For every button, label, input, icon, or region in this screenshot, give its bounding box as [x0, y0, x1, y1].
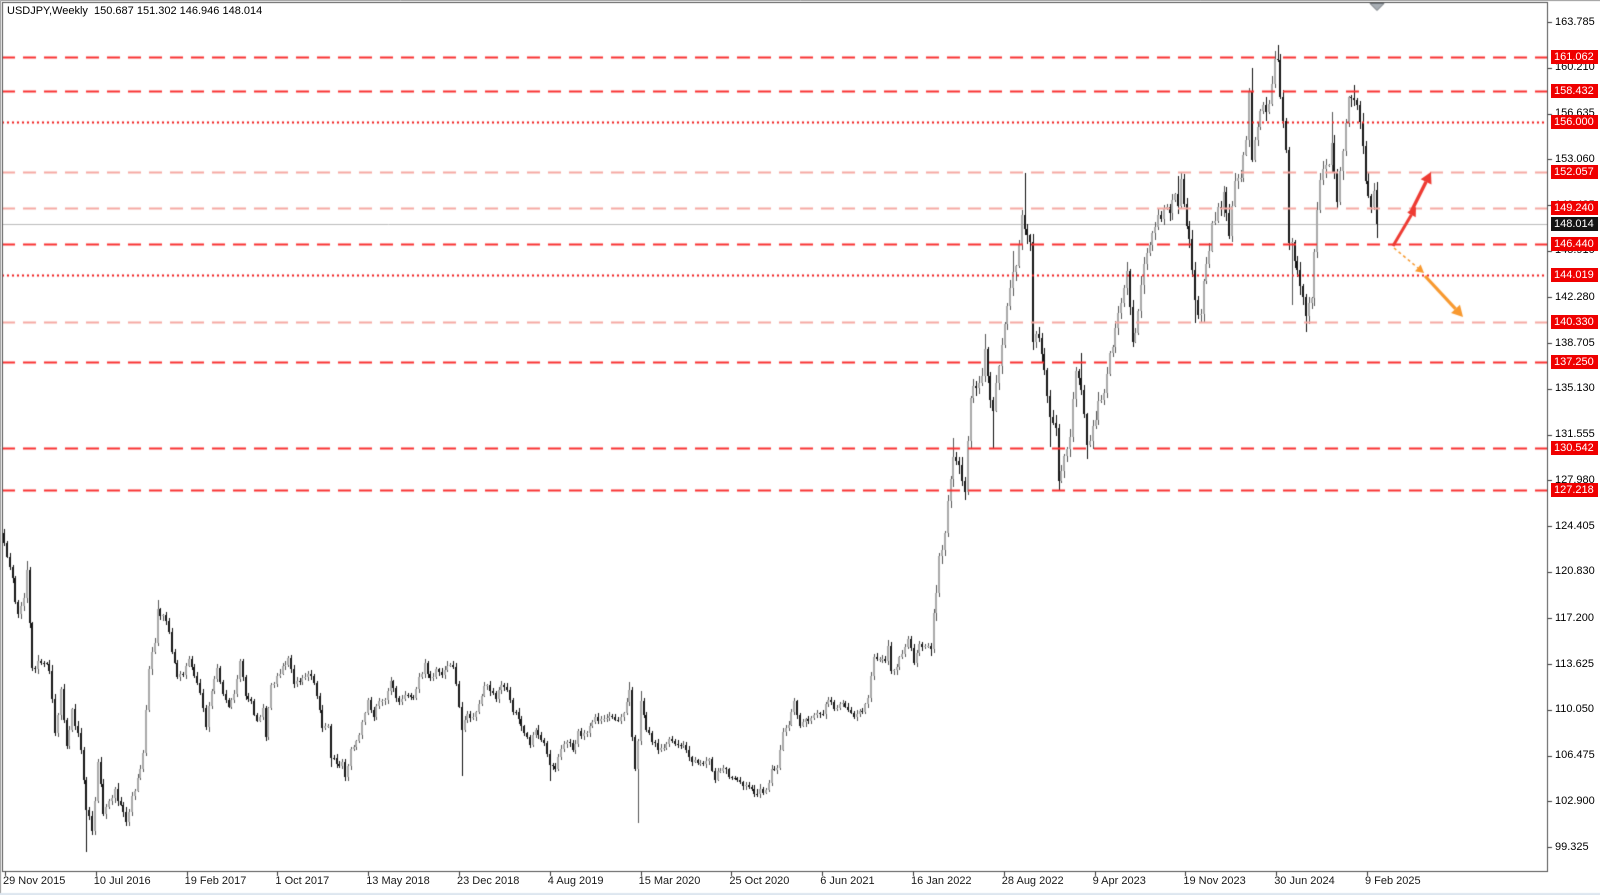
chart-canvas[interactable]	[0, 0, 1600, 895]
mt4-chart-window: USDJPY,Weekly 150.687 151.302 146.946 14…	[0, 0, 1600, 895]
